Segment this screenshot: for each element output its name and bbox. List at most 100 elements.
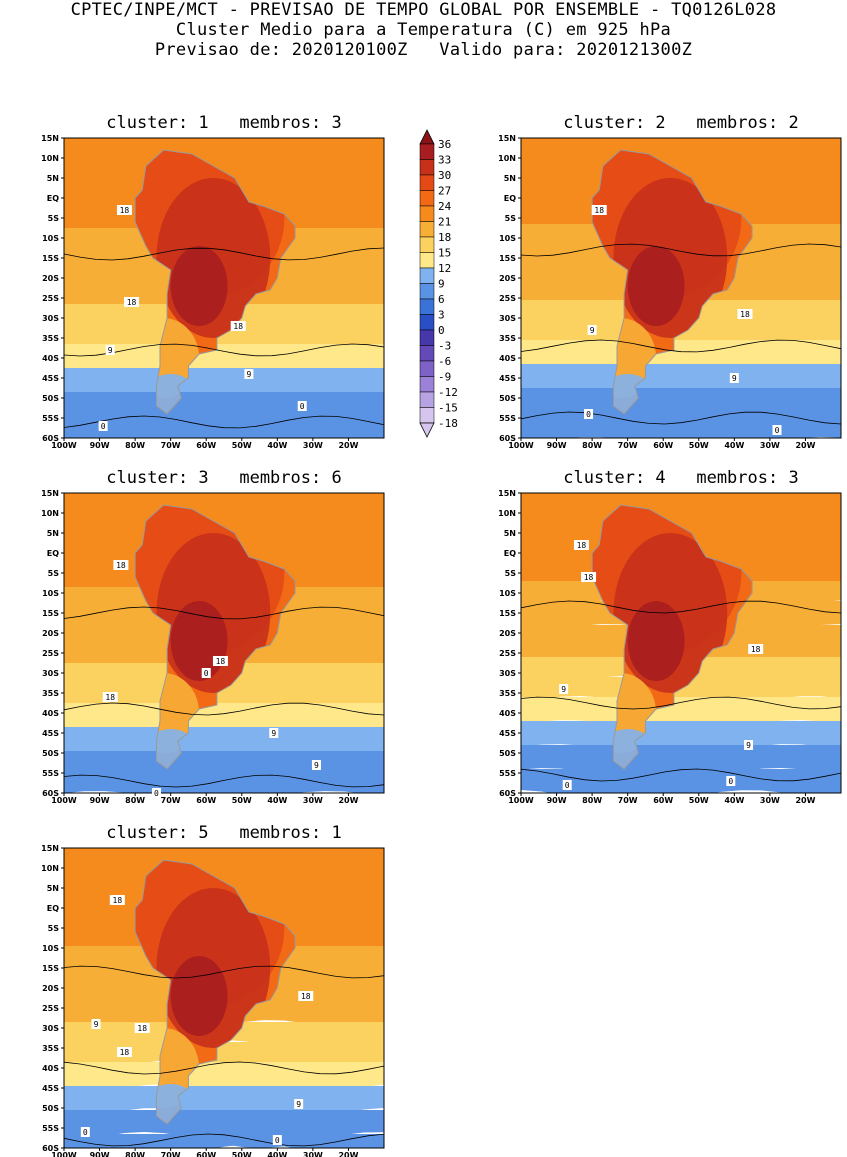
contour-label-bg: [151, 788, 161, 798]
contour-label: 18: [233, 322, 243, 331]
colorbar-cell: [419, 407, 435, 424]
lat-tick-label: 10N: [498, 509, 516, 518]
colorbar-tick-label: 24: [438, 200, 452, 213]
colorbar-cell: [419, 329, 435, 346]
contour-label: 18: [216, 657, 226, 666]
lat-tick-label: 50S: [42, 749, 59, 758]
colorbar-cell: [419, 267, 435, 284]
lat-tick-label: 10N: [498, 154, 516, 163]
lat-tick-label: 15S: [499, 254, 516, 263]
lon-tick-label: 80W: [582, 796, 602, 805]
lat-tick-label: 25S: [42, 649, 59, 658]
land-core: [170, 601, 228, 681]
contour-label-bg: [298, 991, 314, 1001]
lon-tick-label: 80W: [582, 441, 602, 450]
map-plot: 18 18 18 18 9 9 0 0 15N 10N 5N EQ 5S 10S 15S 20S 25S 30S 3…: [41, 844, 385, 1157]
lon-tick-label: 100W: [508, 796, 534, 805]
contour-label-bg: [297, 401, 307, 411]
contour-label: 18: [584, 573, 594, 582]
contour-label: 9: [246, 370, 251, 379]
lat-tick-label: 60S: [499, 789, 516, 798]
lat-tick-label: 50S: [499, 749, 516, 758]
contour-line: [521, 243, 841, 257]
contour-label: 9: [271, 729, 276, 738]
contour-line: [521, 339, 841, 353]
lat-tick-label: 30S: [42, 669, 59, 678]
ocean-band: [521, 697, 841, 734]
colorbar-cell: [419, 391, 435, 408]
contour-label-bg: [269, 728, 279, 738]
contour-label-bg: [212, 656, 228, 666]
lon-tick-label: 20W: [338, 796, 358, 805]
lon-tick-label: 100W: [51, 441, 77, 450]
lat-tick-label: 5N: [504, 529, 516, 538]
lat-tick-label: EQ: [47, 194, 59, 203]
coastline: [134, 859, 296, 1125]
contour-label-bg: [230, 321, 246, 331]
lat-tick-label: 45S: [42, 374, 59, 383]
contour-label: 18: [116, 561, 126, 570]
contour-label-bg: [581, 572, 597, 582]
lat-tick-label: 40S: [42, 1064, 59, 1073]
ocean-band: [521, 769, 841, 793]
lat-tick-label: 30S: [42, 314, 59, 323]
contour-label: 0: [775, 426, 780, 435]
contour-label: 9: [108, 346, 113, 355]
lat-tick-label: 55S: [42, 769, 59, 778]
plot-frame: [63, 847, 385, 1149]
coastline: [591, 504, 753, 770]
lon-tick-label: 50W: [232, 441, 252, 450]
contour-label-bg: [116, 1047, 132, 1057]
plot-frame: [63, 137, 385, 439]
colorbar-cell: [419, 252, 435, 269]
lon-tick-label: 20W: [795, 441, 815, 450]
coastline: [134, 149, 296, 415]
contour-label-bg: [116, 205, 132, 215]
lon-tick-label: 60W: [196, 796, 216, 805]
colorbar-tick-label: 0: [438, 324, 445, 337]
land-core: [170, 956, 228, 1036]
lat-tick-label: 35S: [42, 334, 59, 343]
lat-tick-label: 10N: [41, 509, 59, 518]
contour-label: 18: [105, 693, 115, 702]
lat-tick-label: 35S: [42, 689, 59, 698]
contour-label-bg: [102, 692, 118, 702]
lat-tick-label: 60S: [42, 789, 59, 798]
contour-label: 18: [751, 645, 761, 654]
lon-tick-label: 40W: [724, 796, 744, 805]
lon-tick-label: 80W: [125, 441, 145, 450]
colorbar-cell: [419, 283, 435, 300]
lat-tick-label: 10S: [42, 589, 59, 598]
contour-label-bg: [134, 1023, 150, 1033]
header-line-2: Cluster Medio para a Temperatura (C) em …: [175, 20, 672, 40]
lat-tick-label: 40S: [499, 709, 516, 718]
lat-tick-label: 10S: [42, 234, 59, 243]
coastline: [134, 504, 296, 770]
lon-tick-label: 70W: [161, 1151, 181, 1157]
land-core: [627, 246, 685, 326]
lat-tick-label: EQ: [504, 549, 516, 558]
contour-line: [64, 343, 384, 357]
lat-tick-label: EQ: [47, 904, 59, 913]
colorbar-tick-label: 36: [438, 138, 451, 151]
lon-tick-label: 90W: [547, 796, 567, 805]
lon-tick-label: 70W: [161, 796, 181, 805]
header-line-3: Previsao de: 2020120100Z Valido para: 20…: [154, 40, 693, 60]
contour-label: 18: [113, 896, 123, 905]
lat-tick-label: 5N: [504, 174, 516, 183]
colorbar-cell: [419, 298, 435, 315]
colorbar-cell: [419, 360, 435, 377]
colorbar-cell: [419, 143, 435, 160]
contour-line: [521, 768, 841, 782]
contour-label: 18: [137, 1024, 147, 1033]
map-plot: 18 18 18 9 9 0 0 15N 10N 5N EQ 5S 10S 15S 20S 25S 30S 35S…: [498, 489, 842, 805]
contour-label: 18: [301, 992, 311, 1001]
contour-label-bg: [91, 1019, 101, 1029]
colorbar-top-arrow: [419, 129, 435, 145]
contour-label-bg: [726, 776, 736, 786]
lat-tick-label: 15S: [42, 254, 59, 263]
figure-header: CPTEC/INPE/MCT - PREVISAO DE TEMPO GLOBA…: [0, 0, 847, 60]
colorbar-cell: [419, 236, 435, 253]
lat-tick-label: 60S: [499, 434, 516, 443]
lat-tick-label: 5S: [505, 214, 517, 223]
